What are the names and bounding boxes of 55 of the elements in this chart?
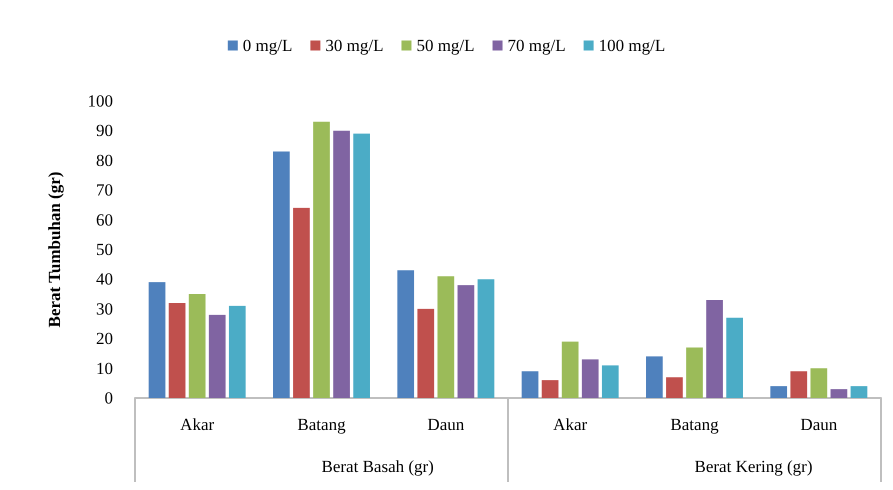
legend-label: 0 mg/L — [242, 36, 292, 55]
bar — [770, 386, 788, 398]
y-tick-label: 10 — [96, 358, 113, 378]
text: Berat Basah (gr) — [322, 457, 434, 476]
y-tick-label: 30 — [96, 299, 113, 318]
y-tick-label: 40 — [96, 270, 113, 289]
text: Berat Kering (gr) — [694, 457, 813, 476]
y-tick-label: 80 — [96, 150, 113, 170]
legend-label: 30 mg/L — [325, 36, 384, 55]
y-tick-label: 50 — [96, 240, 113, 259]
bar — [208, 314, 226, 398]
x-tick-label: Akar — [553, 415, 588, 434]
bar — [726, 318, 743, 398]
y-tick-label: 100 — [88, 92, 113, 110]
x-tick-label: Batang — [297, 415, 346, 434]
bar — [458, 285, 474, 398]
y-tick-label: 70 — [96, 180, 113, 200]
bar — [522, 371, 538, 398]
bar — [646, 356, 663, 398]
legend-label: 100 mg/L — [598, 36, 666, 55]
bar — [790, 371, 808, 398]
x-tick-label: Daun — [800, 415, 838, 434]
y-tick-label: 90 — [96, 121, 113, 140]
bar — [582, 359, 599, 398]
bar — [850, 386, 868, 398]
bar — [273, 151, 290, 398]
bar — [666, 377, 683, 398]
bar — [810, 368, 828, 398]
x-tick-label: Batang — [670, 415, 720, 434]
bar — [602, 365, 619, 398]
bar — [168, 302, 186, 398]
bar — [478, 279, 494, 398]
bar — [333, 130, 350, 398]
bar — [437, 276, 454, 398]
y-axis-title: Berat Tumbuhan (gr) — [45, 172, 64, 328]
legend-label: 50 mg/L — [416, 36, 475, 55]
bar — [228, 306, 246, 398]
y-tick-label: 0 — [104, 388, 113, 408]
y-tick-label: 60 — [96, 210, 113, 230]
bar — [542, 380, 558, 398]
x-tick-label: Akar — [180, 415, 214, 434]
bar — [148, 282, 166, 398]
bar — [706, 300, 723, 398]
bar — [830, 389, 848, 398]
bar — [293, 208, 310, 398]
legend-label: 70 mg/L — [508, 36, 566, 55]
x-tick-label: Daun — [427, 415, 465, 434]
bar — [562, 342, 579, 398]
bar — [188, 294, 206, 398]
bar — [353, 134, 370, 398]
bar — [397, 270, 414, 398]
bar — [417, 308, 434, 398]
y-tick-label: 20 — [96, 329, 113, 348]
bar — [686, 348, 703, 398]
bar — [313, 122, 330, 398]
